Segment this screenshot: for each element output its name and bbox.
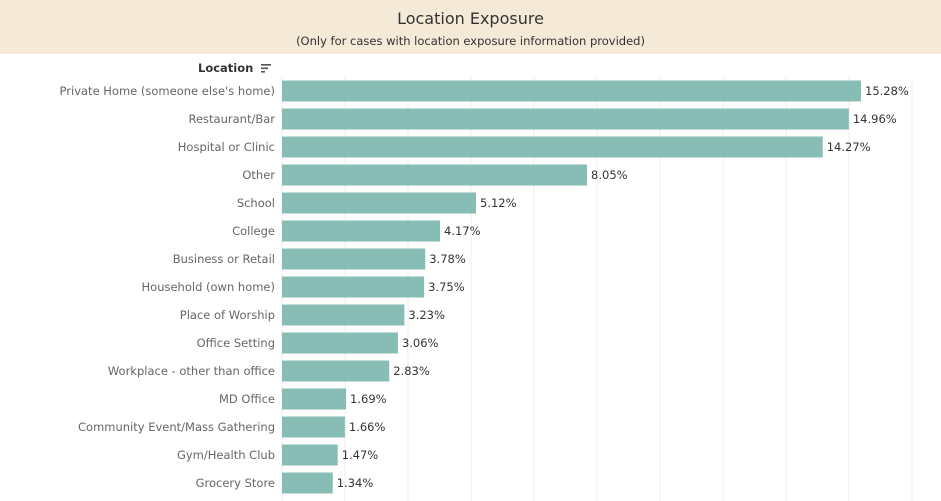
- category-label: Other: [242, 168, 275, 182]
- data-label: 8.05%: [591, 168, 628, 182]
- data-label: 4.17%: [444, 224, 481, 238]
- column-header[interactable]: Location: [198, 61, 272, 76]
- bar[interactable]: [282, 192, 477, 214]
- data-label: 15.28%: [865, 84, 909, 98]
- bar[interactable]: [282, 248, 426, 270]
- category-label: Grocery Store: [196, 476, 275, 490]
- data-label: 3.78%: [429, 252, 466, 266]
- category-label: Household (own home): [142, 280, 275, 294]
- bar[interactable]: [282, 164, 588, 186]
- data-label: 1.34%: [337, 476, 374, 490]
- bar[interactable]: [282, 388, 347, 410]
- category-label: Restaurant/Bar: [189, 112, 276, 126]
- data-label: 3.06%: [402, 336, 439, 350]
- data-label: 1.47%: [342, 448, 379, 462]
- category-label: MD Office: [219, 392, 275, 406]
- chart-subtitle: (Only for cases with location exposure i…: [296, 34, 645, 48]
- category-label: Place of Worship: [180, 308, 275, 322]
- chart-header: Location Exposure (Only for cases with l…: [0, 0, 941, 54]
- category-label: Hospital or Clinic: [178, 140, 275, 154]
- category-label: Office Setting: [197, 336, 275, 350]
- bar[interactable]: [282, 416, 345, 438]
- bar[interactable]: [282, 276, 425, 298]
- category-label: Business or Retail: [173, 252, 275, 266]
- category-label: Private Home (someone else's home): [60, 84, 275, 98]
- bar[interactable]: [282, 332, 398, 354]
- category-label: School: [237, 196, 275, 210]
- category-label: Workplace - other than office: [108, 364, 275, 378]
- data-label: 5.12%: [480, 196, 517, 210]
- data-label: 3.75%: [428, 280, 465, 294]
- bar[interactable]: [282, 108, 849, 130]
- category-label: Community Event/Mass Gathering: [78, 420, 275, 434]
- data-label: 3.23%: [408, 308, 445, 322]
- category-label: College: [232, 224, 275, 238]
- sort-descending-icon[interactable]: [261, 62, 272, 76]
- bar[interactable]: [282, 360, 390, 382]
- chart-title: Location Exposure: [397, 9, 544, 28]
- data-label: 1.69%: [350, 392, 387, 406]
- bar[interactable]: [282, 472, 333, 494]
- bar[interactable]: [282, 304, 405, 326]
- category-label: Gym/Health Club: [177, 448, 275, 462]
- data-label: 2.83%: [393, 364, 430, 378]
- data-label: 14.96%: [853, 112, 897, 126]
- data-label: 14.27%: [827, 140, 871, 154]
- bar[interactable]: [282, 220, 441, 242]
- bar[interactable]: [282, 444, 338, 466]
- data-label: 1.66%: [349, 420, 386, 434]
- column-header-label: Location: [198, 61, 254, 75]
- bar[interactable]: [282, 136, 823, 158]
- bar[interactable]: [282, 80, 861, 102]
